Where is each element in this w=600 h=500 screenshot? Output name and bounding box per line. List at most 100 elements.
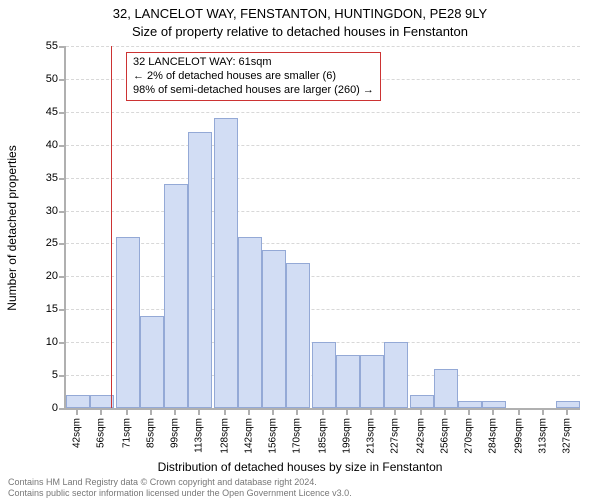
x-tick-label: 56sqm bbox=[96, 418, 107, 448]
reference-line bbox=[111, 46, 112, 408]
x-tick-mark bbox=[542, 410, 544, 415]
y-tick-mark bbox=[59, 243, 64, 245]
x-tick-mark bbox=[346, 410, 348, 415]
x-tick-mark bbox=[420, 410, 422, 415]
histogram-bar bbox=[482, 401, 506, 408]
x-tick-mark bbox=[174, 410, 176, 415]
x-tick-label: 284sqm bbox=[488, 418, 499, 454]
x-tick-label: 227sqm bbox=[390, 418, 401, 454]
y-tick-label: 20 bbox=[34, 270, 58, 282]
x-tick-label: 199sqm bbox=[341, 418, 352, 454]
x-tick-mark bbox=[100, 410, 102, 415]
y-tick-mark bbox=[59, 112, 64, 114]
x-tick-label: 170sqm bbox=[292, 418, 303, 454]
x-tick-mark bbox=[518, 410, 520, 415]
histogram-bar bbox=[140, 316, 164, 408]
attribution-text: Contains HM Land Registry data © Crown c… bbox=[8, 477, 352, 498]
x-tick-label: 156sqm bbox=[268, 418, 279, 454]
y-tick-label: 0 bbox=[34, 402, 58, 414]
gridline bbox=[66, 211, 580, 212]
histogram-bar bbox=[188, 132, 212, 408]
info-box: 32 LANCELOT WAY: 61sqm← 2% of detached h… bbox=[126, 52, 381, 101]
histogram-bar bbox=[556, 401, 580, 408]
gridline bbox=[66, 309, 580, 310]
x-tick-mark bbox=[150, 410, 152, 415]
y-tick-label: 10 bbox=[34, 336, 58, 348]
histogram-bar bbox=[410, 395, 434, 408]
y-tick-label: 45 bbox=[34, 106, 58, 118]
histogram-bar bbox=[286, 263, 310, 408]
x-tick-label: 128sqm bbox=[219, 418, 230, 454]
chart-subtitle: Size of property relative to detached ho… bbox=[0, 24, 600, 39]
x-tick-mark bbox=[468, 410, 470, 415]
y-tick-mark bbox=[59, 276, 64, 278]
x-tick-label: 242sqm bbox=[415, 418, 426, 454]
info-box-line: 98% of semi-detached houses are larger (… bbox=[133, 84, 374, 98]
y-axis-label: Number of detached properties bbox=[5, 145, 19, 310]
page-title: 32, LANCELOT WAY, FENSTANTON, HUNTINGDON… bbox=[0, 6, 600, 21]
info-box-line: 32 LANCELOT WAY: 61sqm bbox=[133, 56, 374, 70]
y-tick-mark bbox=[59, 178, 64, 180]
x-tick-label: 270sqm bbox=[463, 418, 474, 454]
x-tick-label: 185sqm bbox=[317, 418, 328, 454]
x-axis-label: Distribution of detached houses by size … bbox=[0, 460, 600, 474]
x-tick-mark bbox=[126, 410, 128, 415]
histogram-bar bbox=[66, 395, 90, 408]
y-tick-mark bbox=[59, 211, 64, 213]
y-tick-label: 30 bbox=[34, 205, 58, 217]
y-tick-mark bbox=[59, 375, 64, 377]
histogram-bar bbox=[214, 118, 238, 408]
x-tick-label: 327sqm bbox=[561, 418, 572, 454]
y-tick-mark bbox=[59, 46, 64, 48]
x-tick-mark bbox=[198, 410, 200, 415]
x-tick-mark bbox=[370, 410, 372, 415]
attribution-line1: Contains HM Land Registry data © Crown c… bbox=[8, 477, 352, 487]
x-tick-mark bbox=[444, 410, 446, 415]
x-tick-label: 42sqm bbox=[72, 418, 83, 448]
x-tick-label: 256sqm bbox=[439, 418, 450, 454]
x-tick-label: 71sqm bbox=[121, 418, 132, 448]
plot-area: 32 LANCELOT WAY: 61sqm← 2% of detached h… bbox=[64, 46, 580, 410]
histogram-bar bbox=[238, 237, 262, 408]
histogram-bar bbox=[116, 237, 140, 408]
y-tick-label: 35 bbox=[34, 172, 58, 184]
x-tick-mark bbox=[296, 410, 298, 415]
histogram-bar bbox=[384, 342, 408, 408]
x-tick-label: 313sqm bbox=[537, 418, 548, 454]
x-tick-mark bbox=[76, 410, 78, 415]
x-tick-label: 299sqm bbox=[513, 418, 524, 454]
histogram-bar bbox=[434, 369, 458, 408]
x-tick-label: 113sqm bbox=[194, 418, 205, 453]
info-box-line: ← 2% of detached houses are smaller (6) bbox=[133, 70, 374, 84]
histogram-bar bbox=[262, 250, 286, 408]
gridline bbox=[66, 112, 580, 113]
gridline bbox=[66, 145, 580, 146]
y-tick-mark bbox=[59, 408, 64, 410]
y-tick-mark bbox=[59, 79, 64, 81]
gridline bbox=[66, 243, 580, 244]
histogram-bar bbox=[312, 342, 336, 408]
y-tick-label: 55 bbox=[34, 40, 58, 52]
y-tick-mark bbox=[59, 145, 64, 147]
gridline bbox=[66, 178, 580, 179]
y-tick-label: 15 bbox=[34, 303, 58, 315]
y-tick-label: 25 bbox=[34, 237, 58, 249]
x-tick-mark bbox=[394, 410, 396, 415]
histogram-bar bbox=[360, 355, 384, 408]
x-tick-label: 142sqm bbox=[243, 418, 254, 454]
y-tick-label: 50 bbox=[34, 73, 58, 85]
x-tick-mark bbox=[566, 410, 568, 415]
x-tick-label: 213sqm bbox=[365, 418, 376, 454]
gridline bbox=[66, 276, 580, 277]
x-tick-mark bbox=[492, 410, 494, 415]
x-tick-label: 99sqm bbox=[170, 418, 181, 448]
x-tick-mark bbox=[224, 410, 226, 415]
gridline bbox=[66, 46, 580, 47]
histogram-bar bbox=[164, 184, 188, 408]
y-tick-label: 40 bbox=[34, 139, 58, 151]
attribution-line2: Contains public sector information licen… bbox=[8, 488, 352, 498]
y-tick-mark bbox=[59, 342, 64, 344]
x-tick-label: 85sqm bbox=[145, 418, 156, 448]
y-tick-mark bbox=[59, 309, 64, 311]
histogram-bar bbox=[458, 401, 482, 408]
